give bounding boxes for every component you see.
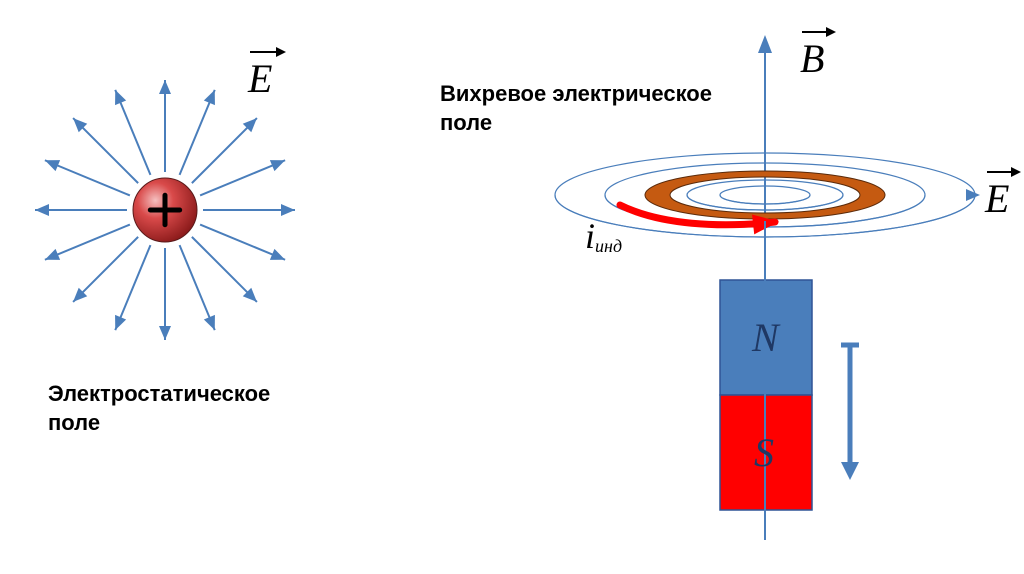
positive-charge [133, 178, 197, 242]
right-e-vector-label: E [985, 175, 1009, 222]
electrostatic-caption-text: Электростатическое поле [48, 381, 270, 435]
vortex-title-text: Вихревое электрическое поле [440, 81, 712, 135]
electrostatic-caption: Электростатическое поле [48, 380, 308, 437]
s-letter: S [754, 430, 774, 475]
vector-arrow-icon [985, 163, 1024, 181]
induced-current-label: iинд [585, 215, 622, 257]
i-letter: i [585, 216, 595, 256]
magnet-s-label: S [754, 429, 774, 476]
vector-arrow-icon [248, 43, 288, 61]
i-subscript: инд [595, 236, 622, 256]
b-vector-label: B [800, 35, 824, 82]
n-letter: N [752, 315, 779, 360]
left-e-vector-label: E [248, 55, 272, 102]
vector-arrow-icon [800, 23, 840, 41]
left-e-letter: E [248, 56, 272, 101]
b-letter: B [800, 36, 824, 81]
right-e-letter: E [985, 176, 1009, 221]
magnet-n-label: N [752, 314, 779, 361]
vortex-title: Вихревое электрическое поле [440, 80, 720, 137]
